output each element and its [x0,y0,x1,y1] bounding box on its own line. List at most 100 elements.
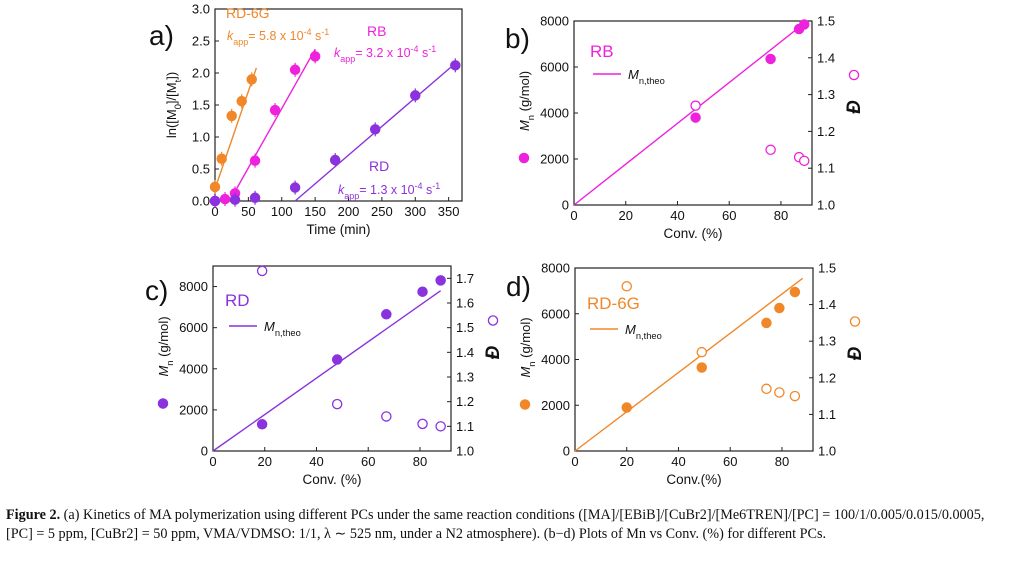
panel-c-ytick-label: 0 [201,444,208,459]
panel-b-ytick-right-label: 1.3 [817,87,835,102]
panel-c-label: c) [145,275,168,306]
panel-a-point [209,181,221,193]
panel-a-xlabel: Time (min) [307,222,371,237]
panel-c-frame [212,265,452,452]
panel-b-xtick-label: 20 [619,208,633,223]
panel-d-dispersity-point [774,387,785,398]
panel-c-ytick-right-label: 1.2 [456,394,474,409]
panel-d-dispersity-point [789,390,801,402]
panel-a-series-name: RD [369,158,389,174]
panel-a-ylabel: ln([M0]/[Mt]) [164,72,183,138]
panel-c-ylabel-right-marker [487,315,499,326]
panel-c-mn-point [256,419,268,430]
panel-c-ytick-right-label: 1.6 [456,296,474,311]
panel-b-xtick-label: 40 [670,208,684,223]
panel-d-ytick-right-label: 1.1 [818,407,836,422]
panel-d-xtick-label: 20 [620,454,634,469]
panel-b-xtick-label: 60 [722,208,736,223]
panel-d-ylabel-right-marker [849,316,861,327]
panel-c-ytick-right-label: 1.7 [456,271,474,286]
panel-d-dispersity-point [621,281,632,292]
panel-c-mn-point [381,309,392,320]
panel-c-dispersity-point [435,421,446,432]
panel-a-point [309,51,321,62]
panel-b-ytick-right-label: 1.4 [817,50,835,65]
panel-c-ylabel-marker [157,398,169,409]
panel-a-point [289,64,301,76]
panel-a-point [450,60,461,71]
panel-a-point [236,95,247,107]
panel-b-ytick-right-label: 1.0 [817,198,835,213]
panel-c-ytick-right-label: 1.1 [456,419,474,434]
panel-b-legend-title: RB [590,42,614,61]
panel-b-ytick-label: 6000 [540,60,569,75]
panel-a-ytick-label: 0.0 [192,194,210,209]
panel-c-ytick-label: 4000 [179,361,208,376]
panel-a-series-name: RB [367,23,386,39]
panel-a-kapp-annotation: kapp= 3.2 x 10-4 s-1 [334,44,436,64]
panel-c-mn-point [435,275,446,286]
panel-a-point [289,182,301,193]
panel-b-ylabel-marker [518,152,530,164]
panel-b-ytick-right-label: 1.1 [817,161,835,176]
caption-text: (a) Kinetics of MA polymerization using … [6,507,985,542]
panel-a-xtick-label: 150 [304,204,326,219]
panel-d-xlabel: Conv.(%) [666,472,721,487]
panel-a-point [209,195,221,207]
panel-a-xtick-label: 350 [438,204,460,219]
panel-c-ytick-right-label: 1.4 [456,345,474,360]
panel-d-ytick-right-label: 1.5 [818,261,836,276]
panel-d-ytick-label: 0 [563,444,570,459]
panel-d-dispersity-point [696,346,708,358]
panel-c-dispersity-point [256,265,268,277]
panel-b-ytick-label: 8000 [540,14,569,29]
panel-c-ytick-right-label: 1.5 [456,320,474,335]
panel-b-xlabel: Conv. (%) [663,226,722,241]
caption-label: Figure 2. [6,507,61,523]
panel-d-xtick-label: 60 [723,454,737,469]
panel-b-ytick-label: 2000 [540,152,569,167]
panel-a-ytick-label: 1.0 [192,130,210,145]
panel-b-ytick-right-label: 1.2 [817,124,835,139]
panel-d-ytick-label: 6000 [541,306,570,321]
panel-d-dispersity-point [761,383,772,395]
panel-b-xtick-label: 0 [570,208,577,223]
panel-b-mn-point [765,53,776,65]
panel-d-xtick-label: 40 [671,454,685,469]
panel-c-dispersity-point [331,398,343,410]
panel-a-xtick-label: 100 [271,204,293,219]
panel-a-ytick-label: 1.5 [192,98,210,113]
panel-c-mn-point [331,354,343,365]
panel-d-mn-point [774,302,785,314]
panel-d-xtick-label: 0 [571,454,578,469]
panel-a-point [226,110,237,122]
panel-a-point [216,153,227,165]
panel-a-point [329,154,341,166]
panel-a-xtick-label: 250 [371,204,393,219]
panel-a-point [269,104,281,116]
panel-a-xtick-label: 300 [404,204,426,219]
panel-b-legend-label: Mn,theo [628,67,665,86]
panel-d-ytick-right-label: 1.4 [818,297,836,312]
panel-b-label: b) [505,23,530,54]
panel-c-ylabel-right: Đ [483,345,504,359]
panel-a-ytick-label: 2.5 [192,34,210,49]
panel-d-ylabel-marker [519,399,531,410]
panel-c-xtick-label: 80 [413,454,427,469]
panel-b-ylabel-right: Đ [844,100,865,114]
panel-b-ytick-label: 4000 [540,106,569,121]
panel-b-ytick-label: 0 [562,198,569,213]
panel-a-ytick-label: 2.0 [192,66,210,81]
panel-a-xtick-label: 50 [241,204,255,219]
panel-c-legend-title: RD [225,291,250,310]
panel-b-dispersity-point [798,155,810,167]
panel-a-point [219,193,231,205]
panel-a-label: a) [149,20,174,51]
panel-c-ytick-label: 6000 [179,320,208,335]
panel-a-point [249,192,261,204]
panel-d-theo-line [574,277,804,452]
panel-c-dispersity-point [381,411,392,422]
panel-a-ytick-label: 0.5 [192,162,210,177]
panel-c-dispersity-point [417,418,428,430]
panel-a-fit-line [229,48,316,202]
